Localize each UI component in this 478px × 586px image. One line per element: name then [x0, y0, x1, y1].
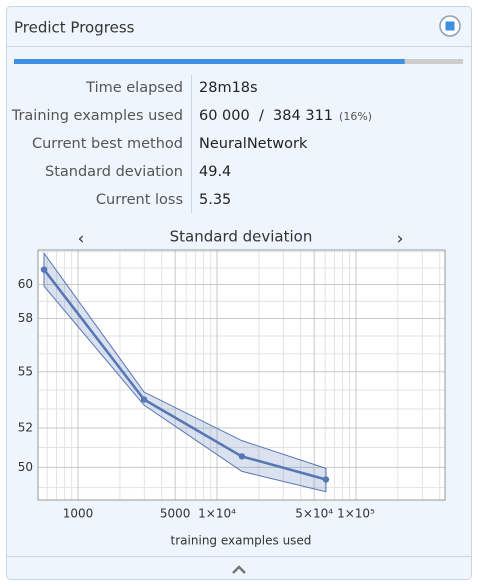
progress-fill: [14, 59, 405, 64]
x-tick-label: 1×10⁵: [337, 507, 375, 521]
chart-title: Standard deviation: [170, 228, 313, 246]
y-tick-label: 58: [18, 311, 33, 325]
row-label: Training examples used: [11, 108, 183, 124]
y-tick-label: 52: [18, 421, 33, 435]
x-tick-label: 5000: [160, 507, 191, 521]
row-note: (16%): [339, 110, 372, 123]
series-line: [43, 268, 327, 481]
y-tick-label: 50: [18, 460, 33, 474]
next-arrow[interactable]: ›: [397, 229, 404, 249]
data-point: [322, 476, 330, 483]
row-value: 28m18s: [199, 80, 258, 96]
row-value: NeuralNetwork: [199, 136, 308, 152]
data-point: [40, 266, 48, 273]
stop-button[interactable]: [439, 15, 461, 37]
row-value: 60 000 / 384 311: [199, 108, 333, 124]
row-label: Time elapsed: [85, 80, 183, 96]
y-tick-label: 60: [18, 277, 33, 291]
row-label: Current loss: [96, 192, 183, 208]
row-label: Standard deviation: [45, 164, 183, 180]
y-tick-label: 55: [18, 364, 33, 378]
collapse-caret[interactable]: [232, 565, 246, 574]
row-label: Current best method: [32, 136, 183, 152]
row-value: 49.4: [199, 164, 231, 180]
x-tick-label: 1×10⁴: [198, 507, 236, 521]
data-point: [140, 396, 148, 403]
panel-title: Predict Progress: [14, 19, 135, 37]
confidence-band: [43, 251, 327, 493]
data-point: [238, 453, 246, 460]
row-value: 5.35: [199, 192, 231, 208]
prev-arrow[interactable]: ‹: [78, 229, 85, 249]
x-axis-label: training examples used: [171, 534, 312, 548]
x-tick-label: 5×10⁴: [295, 507, 333, 521]
x-tick-label: 1000: [63, 507, 94, 521]
plot-frame: [37, 249, 446, 501]
